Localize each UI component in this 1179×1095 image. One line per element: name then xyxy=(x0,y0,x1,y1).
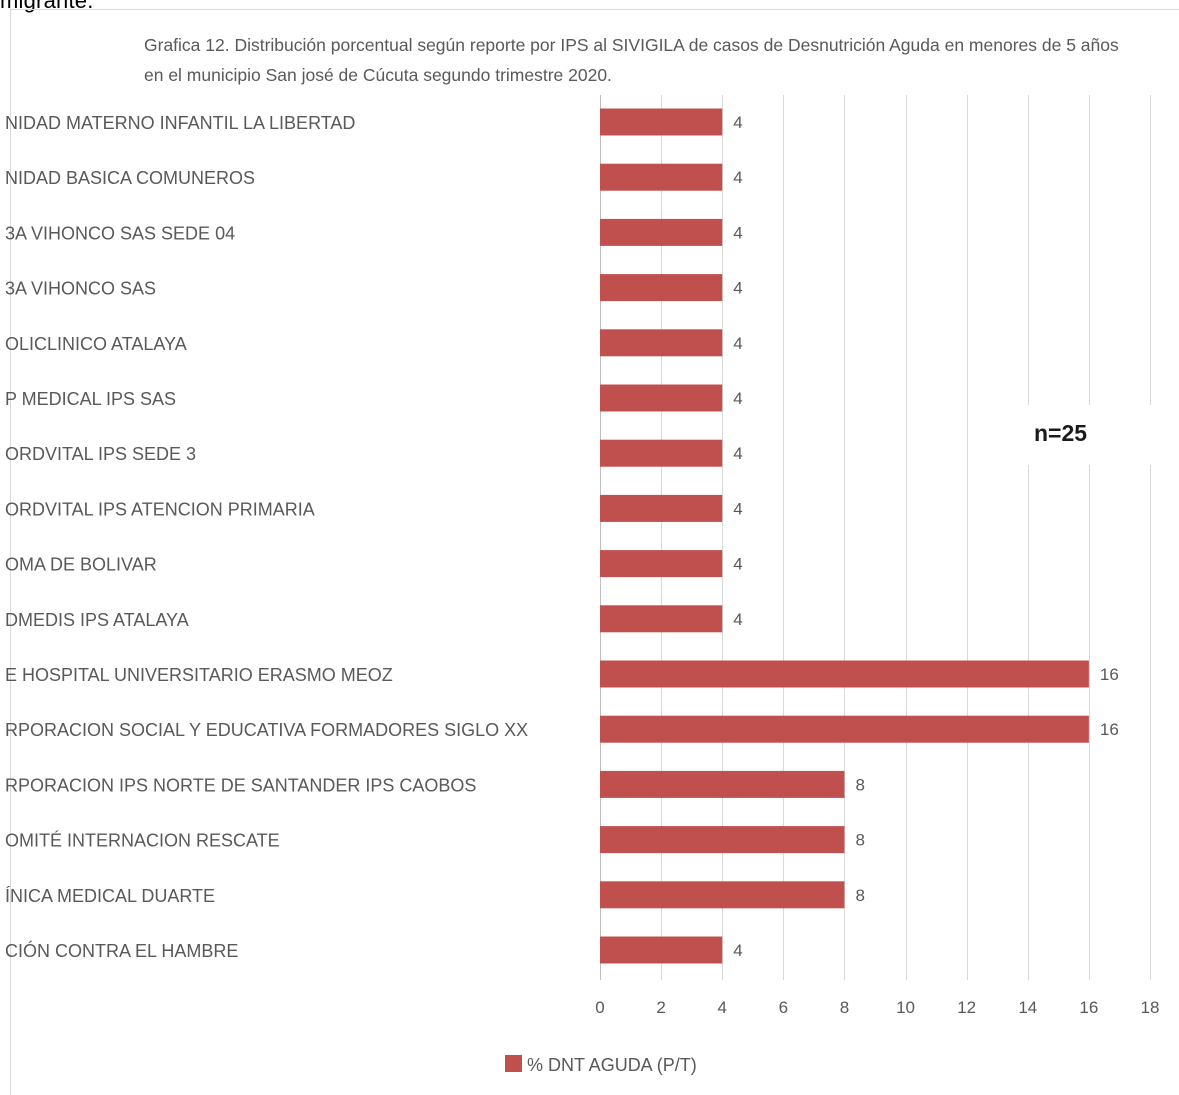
bar-9 xyxy=(600,550,723,578)
data-label-16: 4 xyxy=(733,941,742,960)
sample-size-annotation: n=25 xyxy=(1034,420,1088,446)
bar-2 xyxy=(600,163,723,191)
data-label-12: 16 xyxy=(1100,720,1119,739)
category-label-8: ORDVITAL IPS ATENCION PRIMARIA xyxy=(5,499,315,519)
chart-frame xyxy=(10,9,1179,1095)
data-label-13: 8 xyxy=(855,775,864,794)
data-label-4: 4 xyxy=(733,279,742,298)
bar-4 xyxy=(600,274,723,302)
category-label-14: OMITÉ INTERNACION RESCATE xyxy=(5,831,280,851)
data-label-14: 8 xyxy=(855,831,864,850)
data-labels: 4 4 4 4 4 4 4 4 4 4 16 16 8 8 8 4 xyxy=(733,113,1119,960)
category-label-4: 3A VIHONCO SAS xyxy=(5,279,156,299)
bar-13 xyxy=(600,770,845,798)
category-labels: NIDAD MATERNO INFANTIL LA LIBERTAD NIDAD … xyxy=(5,113,528,961)
bar-15 xyxy=(600,881,845,909)
category-label-3: 3A VIHONCO SAS SEDE 04 xyxy=(5,223,235,243)
category-label-13: RPORACION IPS NORTE DE SANTANDER IPS CAO… xyxy=(5,775,476,795)
category-label-12: RPORACION SOCIAL Y EDUCATIVA FORMADORES … xyxy=(5,720,528,740)
data-label-15: 8 xyxy=(855,886,864,905)
data-label-7: 4 xyxy=(733,444,742,463)
bar-1 xyxy=(600,108,723,136)
category-label-5: OLICLINICO ATALAYA xyxy=(5,334,187,354)
category-label-2: NIDAD BASICA COMUNEROS xyxy=(5,168,255,188)
bar-11 xyxy=(600,660,1089,688)
data-label-5: 4 xyxy=(733,334,742,353)
category-label-15: ÍNICA MEDICAL DUARTE xyxy=(5,886,215,906)
data-label-3: 4 xyxy=(733,223,742,242)
x-tick-label-4: 4 xyxy=(717,998,726,1017)
x-tick-label-0: 0 xyxy=(595,998,604,1017)
x-tick-label-16: 16 xyxy=(1079,998,1098,1017)
category-label-7: ORDVITAL IPS SEDE 3 xyxy=(5,444,196,464)
bar-8 xyxy=(600,494,723,522)
data-label-1: 4 xyxy=(733,113,742,132)
x-tick-label-6: 6 xyxy=(779,998,788,1017)
category-label-1: NIDAD MATERNO INFANTIL LA LIBERTAD xyxy=(5,113,355,133)
x-tick-label-18: 18 xyxy=(1141,998,1160,1017)
x-tick-label-2: 2 xyxy=(656,998,665,1017)
bar-12 xyxy=(600,715,1089,743)
legend-swatch xyxy=(505,1055,522,1072)
bar-16 xyxy=(600,936,723,964)
data-label-10: 4 xyxy=(733,610,742,629)
data-label-9: 4 xyxy=(733,555,742,574)
data-label-6: 4 xyxy=(733,389,742,408)
legend-label: % DNT AGUDA (P/T) xyxy=(527,1055,697,1075)
category-label-10: DMEDIS IPS ATALAYA xyxy=(5,610,189,630)
annotation-box xyxy=(1028,405,1152,465)
x-tick-label-8: 8 xyxy=(840,998,849,1017)
data-label-11: 16 xyxy=(1100,665,1119,684)
legend: % DNT AGUDA (P/T) xyxy=(505,1055,697,1075)
bar-5 xyxy=(600,329,723,357)
data-label-8: 4 xyxy=(733,499,742,518)
bar-7 xyxy=(600,439,723,467)
data-label-2: 4 xyxy=(733,168,742,187)
category-label-9: OMA DE BOLIVAR xyxy=(5,555,157,575)
bar-3 xyxy=(600,218,723,246)
x-axis-tick-labels: 0 2 4 6 8 10 12 14 16 18 xyxy=(595,998,1159,1017)
bars xyxy=(600,108,1089,964)
x-tick-label-10: 10 xyxy=(896,998,915,1017)
category-label-11: E HOSPITAL UNIVERSITARIO ERASMO MEOZ xyxy=(5,665,393,685)
chart-title: Grafica 12. Distribución porcentual segú… xyxy=(144,35,1119,85)
x-tick-label-14: 14 xyxy=(1018,998,1037,1017)
bar-14 xyxy=(600,826,845,854)
category-label-16: CIÓN CONTRA EL HAMBRE xyxy=(5,940,238,961)
category-label-6: P MEDICAL IPS SAS xyxy=(5,389,176,409)
x-tick-label-12: 12 xyxy=(957,998,976,1017)
bar-6 xyxy=(600,384,723,412)
bar-10 xyxy=(600,605,723,633)
